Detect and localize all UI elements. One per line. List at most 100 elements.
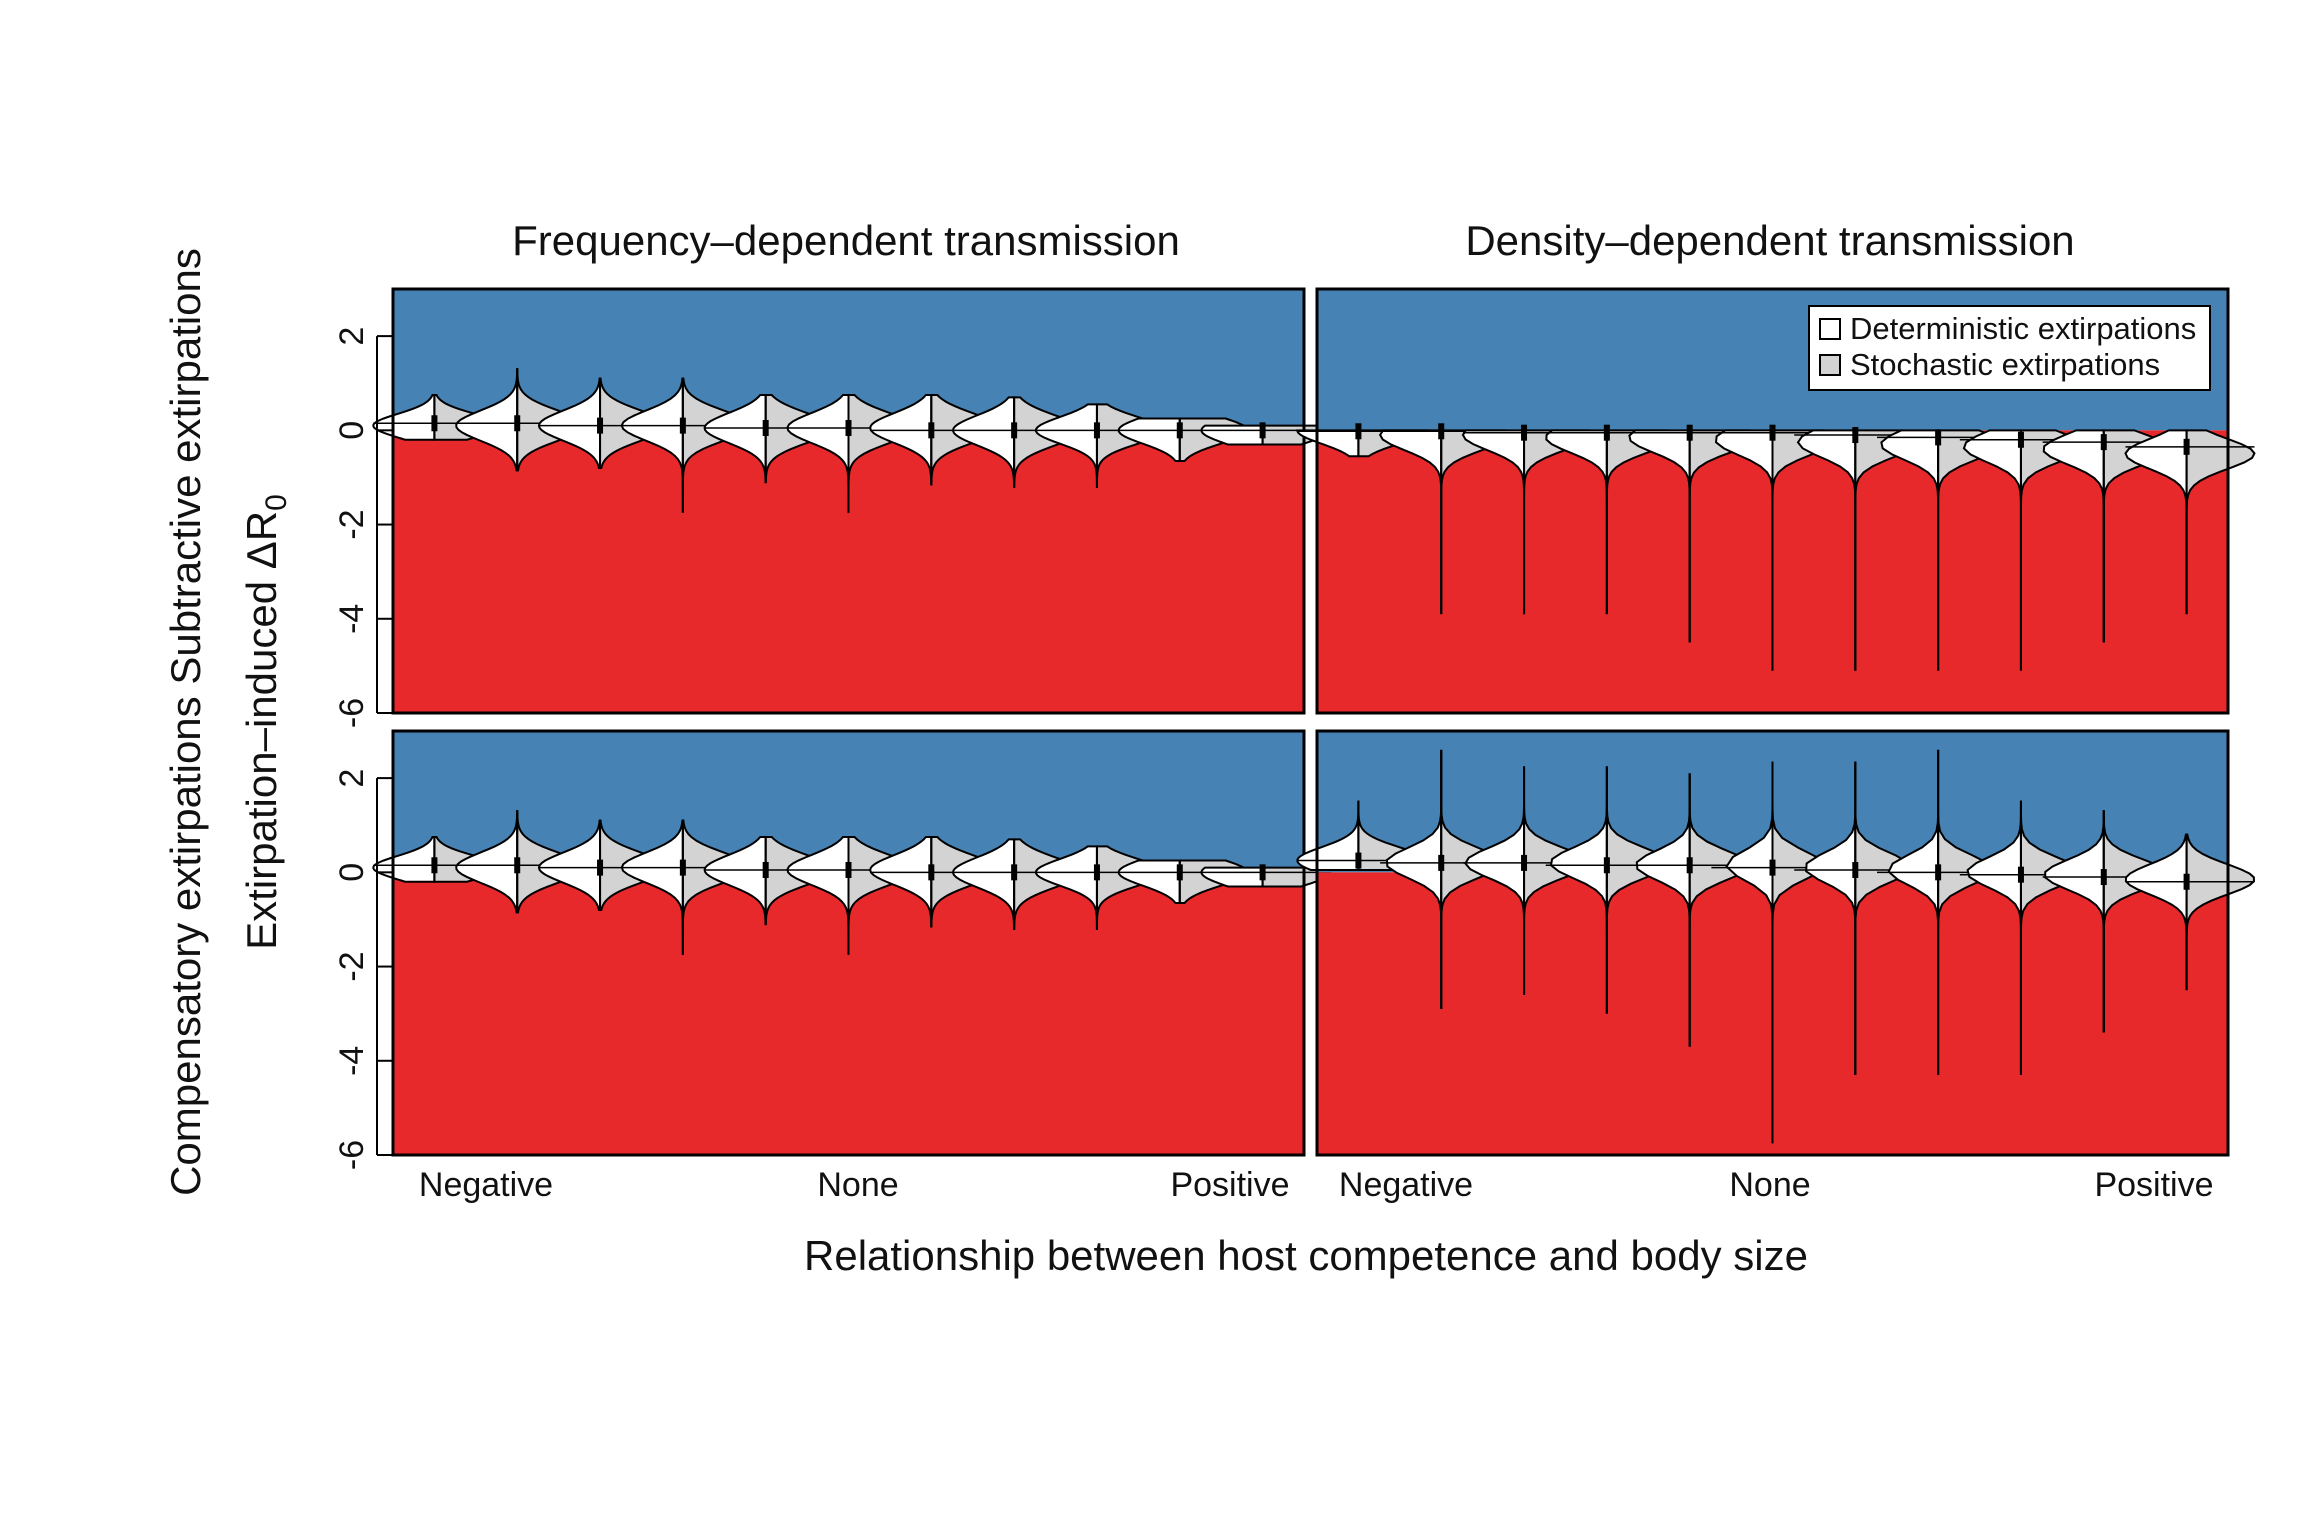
violin-median-box [1176, 864, 1183, 881]
violin-3 [1461, 424, 1594, 615]
violin-median-box [514, 415, 521, 432]
violin-median-box [1935, 429, 1942, 446]
violin-median-box [1176, 422, 1183, 439]
violin-median-box [1686, 424, 1693, 441]
violin-median-box [679, 417, 686, 434]
violin-deterministic-half [537, 819, 602, 912]
violin-deterministic-half [1296, 429, 1360, 458]
violin-median-box [1093, 864, 1100, 881]
violin-median-box [1011, 864, 1018, 881]
panel-bottom-2: 2 0 -2 -4 -6 [333, 729, 1332, 1170]
violin-median-box [597, 859, 604, 876]
violin-median-box [845, 419, 852, 436]
violin-median-box [1852, 861, 1859, 878]
violin-deterministic-half [1117, 417, 1181, 462]
legend-label-deterministic: Deterministic extirpations [1850, 311, 2196, 346]
violin-11 [2124, 833, 2255, 991]
violin-median-box [928, 864, 935, 881]
violin-median-box [1011, 422, 1018, 439]
violin-6 [1711, 761, 1841, 1144]
y-tick-label: 2 [333, 327, 371, 346]
violin-median-box [1355, 852, 1362, 869]
violin-3 [1462, 766, 1592, 995]
x-tick-none-right: None [1729, 1166, 1810, 1204]
violin-6 [1711, 424, 1841, 671]
x-tick-positive-left: Positive [1170, 1166, 1289, 1204]
violin-11 [2124, 429, 2256, 615]
violin-4 [1545, 766, 1675, 1014]
y-tick-label: -6 [333, 698, 371, 728]
y-tick-label: -4 [333, 1046, 371, 1076]
violin-median-box [1686, 857, 1693, 874]
violin-11 [1200, 864, 1332, 888]
violin-7 [1794, 761, 1924, 1075]
violin-median-box [2100, 869, 2107, 886]
violin-8 [1877, 749, 2007, 1075]
violin-median-box [2017, 431, 2024, 448]
violin-deterministic-half [455, 810, 519, 914]
violin-median-box [2183, 873, 2190, 890]
violin-deterministic-half [1117, 859, 1181, 904]
violin-4 [620, 819, 752, 955]
legend-label-stochastic: Stochastic extirpations [1850, 347, 2160, 382]
panels-layer: 2 0 -2 -4 -6 2 0 -2 -4 -6 [333, 287, 2256, 1170]
violin-median-box [762, 861, 769, 878]
violin-2 [1378, 423, 1511, 615]
violin-deterministic-half [537, 377, 602, 470]
x-axis-title: Relationship between host competence and… [804, 1232, 1808, 1279]
violin-median-box [845, 861, 852, 878]
violin-median-box [1438, 854, 1445, 871]
violin-median-box [1603, 857, 1610, 874]
violin-median-box [1259, 864, 1266, 881]
legend-swatch-stochastic [1819, 354, 1841, 376]
row-label-text: Compensatory extirpations Subtractive ex… [162, 248, 209, 1196]
y-tick-label: 0 [333, 421, 371, 440]
violin-median-box [597, 417, 604, 434]
y-tick-label: -2 [333, 509, 371, 539]
panel-top-0: 2 0 -2 -4 -6 [333, 287, 1332, 728]
y-tick-label: -4 [333, 604, 371, 634]
violin-5 [1628, 424, 1758, 643]
violin-median-box [431, 857, 438, 874]
column-title-density: Density–dependent transmission [1465, 217, 2074, 264]
violin-median-box [514, 857, 521, 874]
y-tick-label: 0 [333, 863, 371, 882]
y-tick-label: -6 [333, 1140, 371, 1170]
y-axis-title: Extirpation–induced ΔR0 [238, 494, 293, 950]
violin-median-box [1521, 854, 1528, 871]
x-tick-negative-left: Negative [419, 1166, 553, 1204]
row-label-bottom: Compensatory extirpations [162, 696, 209, 1196]
panel-frame [391, 287, 1306, 715]
legend: Deterministic extirpations Stochastic ex… [1808, 305, 2211, 391]
violin-median-box [1852, 427, 1859, 444]
violin-median-box [2100, 434, 2107, 451]
violin-median-box [1259, 422, 1266, 439]
violin-median-box [1438, 423, 1445, 440]
violin-median-box [1769, 859, 1776, 876]
violin-median-box [1769, 424, 1776, 441]
column-title-frequency: Frequency–dependent transmission [512, 217, 1180, 264]
violin-median-box [1935, 864, 1942, 881]
legend-swatch-deterministic [1819, 318, 1841, 340]
x-tick-negative-right: Negative [1339, 1166, 1473, 1204]
y-axis-title-subscript: 0 [260, 494, 293, 511]
panel-frame [1315, 729, 2230, 1157]
violin-deterministic-half [703, 394, 767, 484]
violin-median-box [2017, 866, 2024, 883]
violin-median-box [679, 859, 686, 876]
violin-deterministic-half [372, 394, 436, 441]
violin-median-box [1355, 423, 1362, 440]
x-tick-none-left: None [817, 1166, 898, 1204]
panel-bottom-3 [1296, 729, 2255, 1157]
violin-median-box [1603, 424, 1610, 441]
violin-median-box [1521, 424, 1528, 441]
violin-deterministic-half [372, 836, 436, 883]
panel-frame [391, 729, 1306, 1157]
violin-deterministic-half [455, 368, 519, 472]
x-tick-positive-right: Positive [2094, 1166, 2213, 1204]
violin-deterministic-half [703, 836, 767, 926]
violin-7 [1794, 427, 1924, 671]
violin-median-box [762, 419, 769, 436]
y-tick-label: -2 [333, 951, 371, 981]
